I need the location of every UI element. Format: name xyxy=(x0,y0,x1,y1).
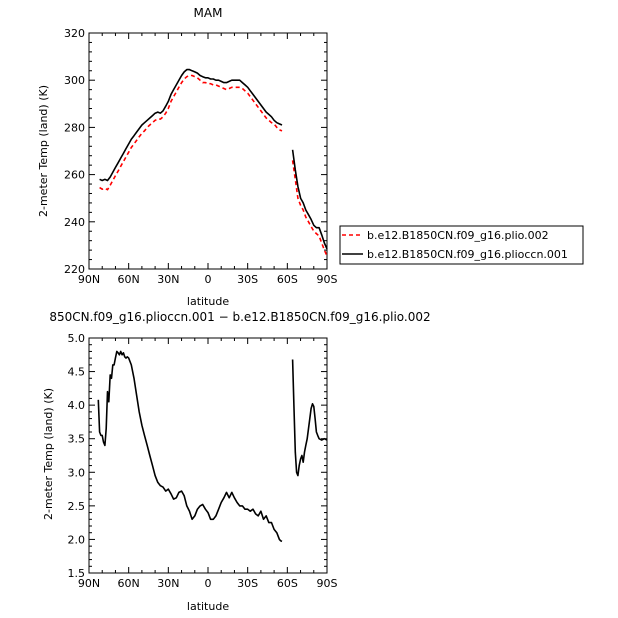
y-tick-label: 320 xyxy=(64,27,85,40)
y-tick-label: 280 xyxy=(64,121,85,134)
x-tick-label: 60N xyxy=(118,577,140,590)
plot-area: 90N 60N 30N 0 30S 60S 90S 220 240 260 280 300 320 xyxy=(64,27,338,286)
x-axis-label: latitude xyxy=(187,600,229,613)
x-tick-label: 90S xyxy=(317,577,338,590)
series-line-0 xyxy=(99,74,283,191)
difference-chart-panel: 850CN.f09_g16.plioccn.001 − b.e12.B1850C… xyxy=(42,310,431,613)
x-tick-label: 0 xyxy=(205,577,212,590)
legend: b.e12.B1850CN.f09_g16.plio.002 b.e12.B18… xyxy=(339,225,584,265)
x-tick-label: 90S xyxy=(317,273,338,286)
series-line-0 xyxy=(97,350,283,543)
temperature-chart-panel: MAM 2-meter Temp (land) (K) latitude 90N… xyxy=(37,6,584,308)
x-tick-label: 90N xyxy=(78,577,100,590)
y-tick-label: 260 xyxy=(64,169,85,182)
x-tick-label: 30S xyxy=(237,577,258,590)
x-tick-label: 0 xyxy=(205,273,212,286)
y-tick-label: 5.0 xyxy=(68,332,86,345)
legend-box xyxy=(339,225,584,265)
y-tick-label: 240 xyxy=(64,216,85,229)
plot-area: 90N 60N 30N 0 30S 60S 90S 1.5 2.0 2.5 3.0 3.5 4.0 4.5… xyxy=(68,332,338,590)
y-tick-label: 4.5 xyxy=(68,366,86,379)
legend-label-plioccn-001: b.e12.B1850CN.f09_g16.plioccn.001 xyxy=(367,248,568,261)
y-tick-label: 1.5 xyxy=(68,567,86,580)
x-tick-label: 60N xyxy=(118,273,140,286)
chart-title: MAM xyxy=(194,6,223,20)
y-tick-label: 3.5 xyxy=(68,433,86,446)
y-tick-label: 2.0 xyxy=(68,533,86,546)
y-tick-label: 3.0 xyxy=(68,466,86,479)
chart-title: 850CN.f09_g16.plioccn.001 − b.e12.B1850C… xyxy=(49,310,430,324)
x-tick-label: 30N xyxy=(157,273,179,286)
y-tick-label: 2.5 xyxy=(68,500,86,513)
legend-label-plio-002: b.e12.B1850CN.f09_g16.plio.002 xyxy=(367,229,549,242)
y-tick-label: 300 xyxy=(64,74,85,87)
series-line-0 xyxy=(291,160,328,257)
series-line-1 xyxy=(99,68,283,182)
x-tick-label: 60S xyxy=(277,273,298,286)
y-tick-label: 4.0 xyxy=(68,399,86,412)
x-tick-label: 60S xyxy=(277,577,298,590)
y-axis-label: 2-meter Temp (land) (K) xyxy=(37,85,50,217)
plot-frame xyxy=(88,337,328,574)
series-line-1 xyxy=(291,149,328,250)
x-tick-label: 30N xyxy=(157,577,179,590)
x-tick-label: 30S xyxy=(237,273,258,286)
x-tick-label: 90N xyxy=(78,273,100,286)
y-tick-label: 220 xyxy=(64,263,85,276)
x-axis-label: latitude xyxy=(187,295,229,308)
series-line-0 xyxy=(291,359,328,477)
y-axis-label: 2-meter Temp (land) (K) xyxy=(42,388,55,520)
